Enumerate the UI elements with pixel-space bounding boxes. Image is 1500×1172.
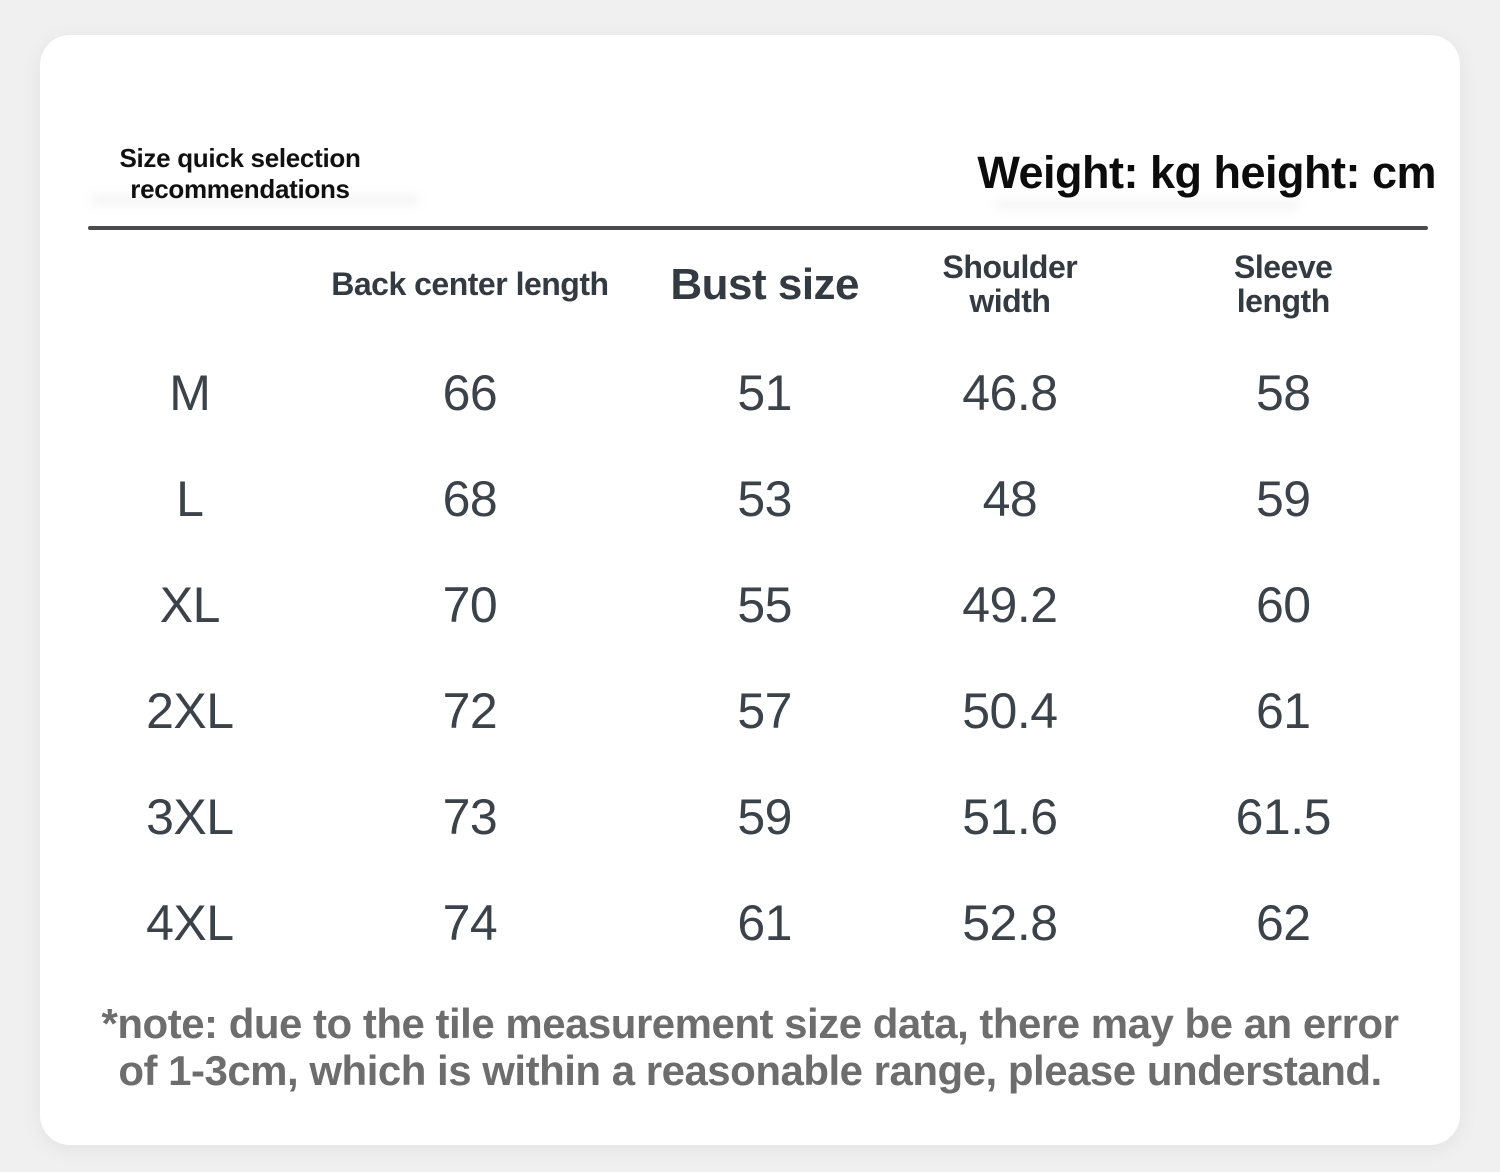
size-value: 61: [737, 895, 792, 951]
size-value: 59: [737, 789, 792, 845]
size-label: M: [169, 365, 211, 421]
size-value: 51.6: [962, 789, 1058, 845]
size-label: XL: [159, 577, 221, 633]
size-value: 59: [1255, 471, 1311, 527]
size-value: 61: [1255, 683, 1311, 739]
measurement-note-line1: *note: due to the tile measurement size …: [101, 1000, 1399, 1047]
column-header-sleeve-length: Sleeve length: [1234, 249, 1333, 319]
size-value: 50.4: [962, 683, 1058, 739]
size-label: 3XL: [146, 789, 234, 845]
column-header-shoulder-width: Shoulder width: [942, 249, 1078, 319]
size-value: 66: [442, 365, 498, 421]
size-value: 73: [442, 789, 498, 845]
size-label: 2XL: [146, 683, 234, 739]
size-value: 58: [1255, 365, 1311, 421]
size-value: 52.8: [962, 895, 1058, 951]
size-value: 48: [982, 471, 1038, 527]
chart-title-line2: recommendations: [130, 173, 350, 204]
size-chart-card: Size quick selection recommendations Wei…: [40, 35, 1460, 1145]
table-row: 4XL 74 61 52.8 62: [88, 870, 1428, 976]
size-value: 72: [442, 683, 498, 739]
size-value: 60: [1255, 577, 1311, 633]
table-row: L 68 53 48 59: [88, 446, 1428, 552]
units-label: Weight: kg height: cm: [977, 147, 1436, 198]
size-value: 62: [1255, 895, 1311, 951]
size-value: 61.5: [1235, 789, 1332, 845]
size-value: 68: [442, 471, 498, 527]
size-value: 49.2: [962, 577, 1058, 633]
column-header-bust-size: Bust size: [670, 259, 860, 309]
erased-text-smudge: [995, 199, 1300, 211]
size-value: 53: [737, 471, 792, 527]
size-value: 70: [442, 577, 498, 633]
measurement-note: *note: due to the tile measurement size …: [40, 1000, 1460, 1094]
chart-title-line1: Size quick selection: [119, 143, 361, 173]
column-header-size: [88, 230, 292, 340]
erased-text-smudge: [90, 194, 420, 206]
table-header-row: Back center length Bust size Shoulder wi…: [88, 230, 1428, 340]
column-header-back-center-length: Back center length: [331, 266, 609, 303]
header-divider: [88, 226, 1428, 230]
table-row: 3XL 73 59 51.6 61.5: [88, 764, 1428, 870]
size-table: Back center length Bust size Shoulder wi…: [88, 230, 1428, 976]
table-row: XL 70 55 49.2 60: [88, 552, 1428, 658]
table-row: 2XL 72 57 50.4 61: [88, 658, 1428, 764]
table-row: M 66 51 46.8 58: [88, 340, 1428, 446]
size-value: 74: [442, 895, 498, 951]
size-value: 46.8: [962, 365, 1058, 421]
size-value: 51: [737, 365, 792, 421]
size-value: 57: [737, 683, 792, 739]
chart-title: Size quick selection recommendations: [90, 143, 390, 204]
measurement-note-line2: of 1-3cm, which is within a reasonable r…: [118, 1047, 1382, 1095]
size-label: L: [176, 471, 204, 527]
size-value: 55: [737, 577, 792, 633]
size-label: 4XL: [146, 895, 234, 951]
